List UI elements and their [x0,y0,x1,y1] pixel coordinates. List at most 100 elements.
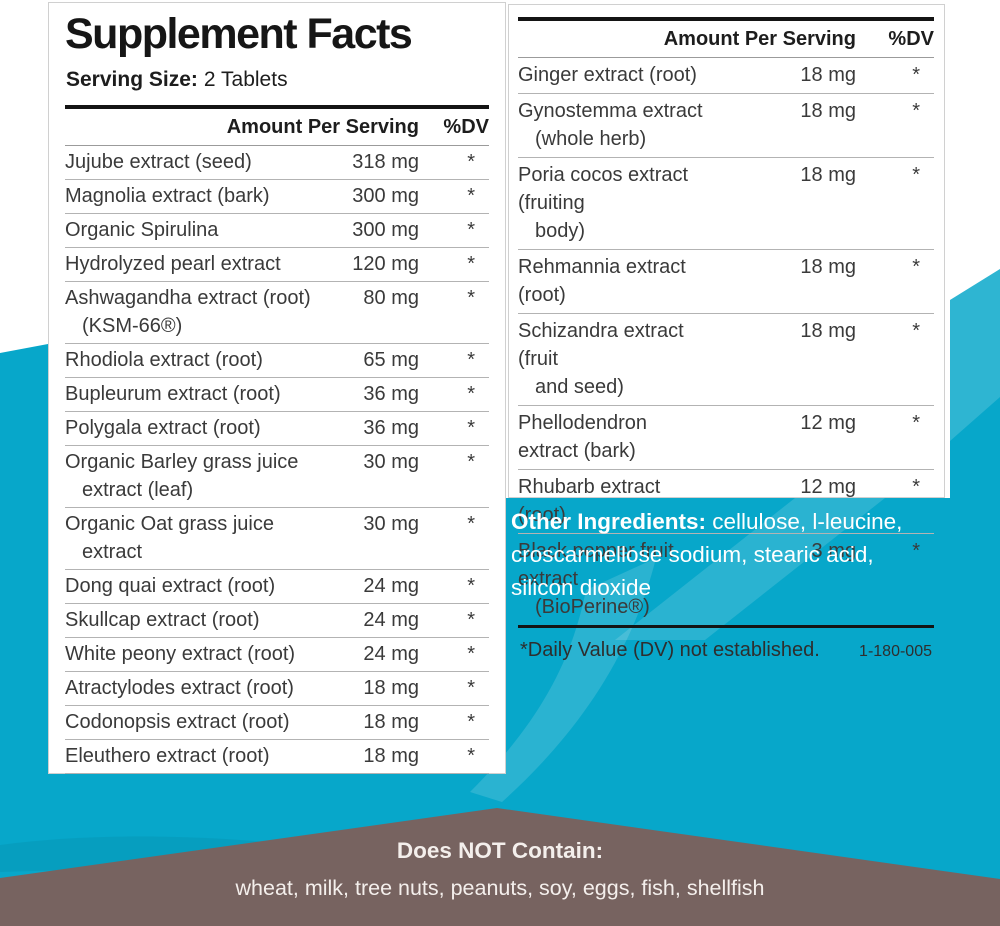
dv-value: * [912,540,920,562]
dv-value: * [912,412,920,434]
amount-value: 300 mg [352,219,419,242]
ingredient-name: White peony extract (root) [65,643,296,666]
amount-value: 65 mg [363,349,419,372]
table-row: Bupleurum extract (root) 36 mg * [65,377,489,411]
ingredient-name: Black pepper fruit extract (BioPerine®) [518,540,674,618]
table-row: Gynostemma extract (whole herb) 18 mg * [518,93,934,157]
amount-value: 36 mg [363,383,419,406]
ingredient-name: Organic Spirulina [65,219,219,242]
amount-value: 12 mg [800,412,856,434]
dv-value: * [467,185,475,208]
amount-value: 3 mg [811,540,856,562]
ingredient-name: Organic Oat grass juice extract [65,513,274,564]
table-row: Polygala extract (root) 36 mg * [65,411,489,445]
amount-value: 80 mg [363,287,419,310]
dv-value: * [467,513,475,536]
divider-thick [518,17,934,21]
dv-value: * [467,219,475,242]
dv-value: * [467,745,475,768]
amount-value: 18 mg [800,320,856,342]
column-dv: %DV [888,28,934,50]
table-row: Poria cocos extract (fruiting body) 18 m… [518,157,934,249]
table-row: Hydrolyzed pearl extract 120 mg * [65,247,489,281]
dv-value: * [467,711,475,734]
ingredient-name: Eleuthero extract (root) [65,745,270,768]
dv-value: * [467,349,475,372]
divider-thick [518,625,934,628]
ingredient-name: Ginger extract (root) [518,64,697,86]
table-header-left: Amount Per Serving %DV [65,109,489,147]
other-ingredients-text: cellulose, l-leucine, croscarmellose sod… [511,509,903,600]
table-row: Ginger extract (root) 18 mg * [518,58,934,93]
table-header-right: Amount Per Serving %DV [518,21,934,58]
table-row: Codonopsis extract (root) 18 mg * [65,705,489,739]
dv-value: * [912,320,920,342]
ingredient-name: Poria cocos extract (fruiting body) [518,164,689,242]
dv-value: * [467,609,475,632]
dv-value: * [467,643,475,666]
table-row: White peony extract (root) 24 mg * [65,637,489,671]
dv-value: * [467,451,475,474]
lot-number: 1-180-005 [859,643,932,660]
amount-value: 18 mg [800,164,856,186]
amount-value: 318 mg [352,151,419,174]
table-row: Phellodendron extract (bark) 12 mg * [518,405,934,469]
column-amount-per-serving: Amount Per Serving [663,28,856,50]
amount-value: 24 mg [363,609,419,632]
table-row: Skullcap extract (root) 24 mg * [65,603,489,637]
ingredient-name: Gynostemma extract (whole herb) [518,100,703,150]
amount-value: 18 mg [363,745,419,768]
dv-value: * [912,64,920,86]
amount-value: 18 mg [800,64,856,86]
ingredient-name: Atractylodes extract (root) [65,677,294,700]
dv-footnote: *Daily Value (DV) not established. [520,639,820,661]
table-row: Black pepper fruit extract (BioPerine®) … [518,533,934,625]
table-row: Organic Spirulina 300 mg * [65,213,489,247]
serving-size-label: Serving Size: [66,68,198,92]
table-row: Schizandra extract (fruit and seed) 18 m… [518,313,934,405]
column-dv: %DV [443,116,489,139]
teal-wave-highlight-left [470,558,656,802]
amount-value: 18 mg [363,677,419,700]
dv-value: * [467,151,475,174]
supplement-facts-panel-right: Amount Per Serving %DV Ginger extract (r… [508,4,945,661]
dv-value: * [467,253,475,276]
amount-value: 36 mg [363,417,419,440]
ingredient-name: Codonopsis extract (root) [65,711,290,734]
ingredient-name: Bupleurum extract (root) [65,383,281,406]
does-not-contain-title: Does NOT Contain: [396,838,604,863]
divider-thick [65,105,489,110]
serving-size-value: 2 Tablets [203,68,288,92]
amount-value: 18 mg [363,711,419,734]
ingredient-name: Hydrolyzed pearl extract [65,253,281,276]
footnote-row: *Daily Value (DV) not established. 1-180… [518,628,934,662]
table-row: Rehmannia extract (root) 18 mg * [518,249,934,313]
other-ingredients: Other Ingredients: cellulose, l-leucine,… [511,505,927,604]
ingredient-name: Rhodiola extract (root) [65,349,263,372]
dv-value: * [467,383,475,406]
ingredient-name: Rhubarb extract (root) [518,476,661,526]
table-row: Magnolia extract (bark) 300 mg * [65,179,489,213]
amount-value: 120 mg [352,253,419,276]
supplement-facts-title: Supplement Facts [65,10,413,58]
teal-wave-highlight-right [950,269,1000,441]
table-row: Jujube extract (seed) 318 mg * [65,146,489,179]
brown-banner [0,808,1000,926]
ingredient-name: Polygala extract (root) [65,417,261,440]
table-row: Rhubarb extract (root) 12 mg * [518,469,934,533]
dv-value: * [912,476,920,498]
amount-value: 24 mg [363,643,419,666]
ingredient-name: Rehmannia extract (root) [518,256,686,306]
table-row: Organic Oat grass juice extract 30 mg * [65,507,489,569]
ingredient-table-right: Ginger extract (root) 18 mg * Gynostemma… [518,58,934,625]
dv-value: * [467,677,475,700]
amount-value: 18 mg [800,100,856,122]
ingredient-name: Phellodendron extract (bark) [518,412,647,462]
dv-value: * [912,164,920,186]
dv-value: * [912,100,920,122]
ingredient-name: Ashwagandha extract (root) (KSM-66®) [65,287,311,338]
ingredient-name: Magnolia extract (bark) [65,185,270,208]
amount-value: 300 mg [352,185,419,208]
column-amount-per-serving: Amount Per Serving [226,116,419,139]
